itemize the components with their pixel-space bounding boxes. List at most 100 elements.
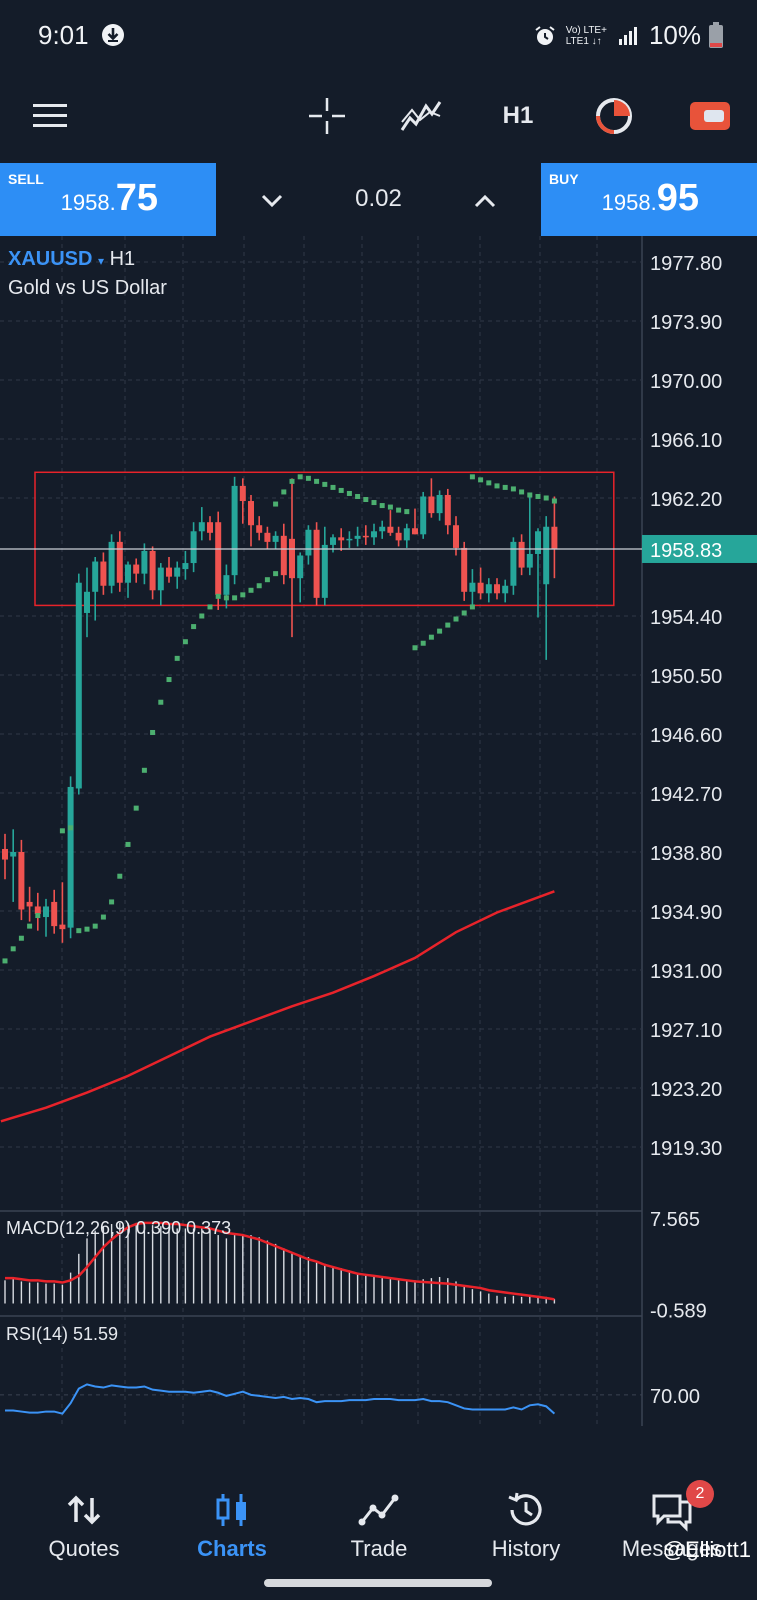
psar-dot [125,841,131,847]
candle-body [100,561,107,586]
network-indicator: Vo) LTE+ LTE1 ↓↑ [565,24,607,47]
price-chart[interactable]: 1977.80 1973.90 1970.00 1966.10 1962.20 1954.… [0,236,757,1426]
price-tick-label: 1954.40 [650,607,722,629]
symbol-timeframe: H1 [109,248,136,270]
psar-dot [404,509,410,515]
price-tick-label: 1973.90 [650,312,722,334]
nav-quotes[interactable]: Quotes [10,1470,158,1580]
candle-body [198,522,205,532]
candle-body [321,544,328,598]
symbol-description: Gold vs US Dollar [8,277,167,299]
crosshair-button[interactable] [301,90,353,142]
lot-decrease-button[interactable] [252,181,292,221]
lot-size-value[interactable]: 0.02 [355,185,402,212]
candle-body [551,526,558,549]
nav-charts[interactable]: Charts [158,1470,306,1580]
psar-dot [18,935,24,941]
candle-body [485,584,492,594]
psar-dot [158,699,164,705]
account-toggle-button[interactable] [684,90,736,142]
psar-dot [133,805,139,811]
sell-button[interactable]: SELL 1958.75 [0,163,216,236]
lot-increase-button[interactable] [465,181,505,221]
home-indicator[interactable] [264,1579,492,1587]
candle-body [461,547,468,592]
nav-trade[interactable]: Trade [305,1470,453,1580]
psar-dot [84,926,90,932]
price-tick-label: 1923.20 [650,1079,722,1101]
price-tick-label: 1962.20 [650,489,722,511]
history-icon [508,1492,542,1526]
psar-dot [207,604,213,610]
candle-body [338,537,345,541]
candle-body [75,582,82,789]
candle-body [280,535,287,576]
buy-button[interactable]: BUY 1958.95 [541,163,757,236]
psar-dot [346,490,352,496]
psar-dot [240,592,246,598]
timeframe-button[interactable]: H1 [502,102,534,129]
watermark: @Elliott1 [662,1537,751,1562]
candle-body [34,906,41,915]
candle-body [379,526,386,532]
psar-dot [223,595,229,601]
candle-body [477,582,484,594]
symbol-header[interactable]: XAUUSD ▾ H1 [8,248,135,271]
psar-dot [535,493,541,499]
nav-history[interactable]: History [452,1470,600,1580]
trade-icon [358,1494,399,1526]
psar-dot [199,613,205,619]
status-right: Vo) LTE+ LTE1 ↓↑ 10% [534,20,701,51]
candle-body [297,555,304,579]
psar-dot [27,923,33,929]
psar-dot [174,655,180,661]
psar-dot [273,501,279,507]
psar-dot [412,645,418,651]
candle-body [420,496,427,535]
buy-price: 1958.95 [601,177,699,219]
status-bar: 9:01 Vo) LTE+ LTE1 ↓↑ 10% [0,0,757,72]
symbol-name: XAUUSD [8,248,93,270]
menu-button[interactable] [24,90,76,142]
psar-dot [387,504,393,510]
rsi-label: RSI(14) 51.59 [6,1324,119,1344]
candle-body [10,852,17,857]
price-tick-label: 1942.70 [650,784,722,806]
messages-badge: 2 [686,1480,714,1508]
candle-body [256,525,263,533]
candle-body [428,496,435,514]
battery-icon [709,22,723,48]
current-price-label: 1958.83 [650,540,722,562]
candle-body [67,786,74,928]
psar-dot [76,928,82,934]
price-tick-label: 1938.80 [650,843,722,865]
psar-dot [396,507,402,513]
nav-messages[interactable]: 2 Messages [598,1470,746,1580]
psar-dot [527,492,533,498]
candle-body [289,538,295,579]
psar-dot [461,610,467,616]
candle-body [395,532,402,541]
psar-dot [182,639,188,645]
chart-toolbar: H1 [0,72,757,162]
candle-body [108,541,115,586]
current-price-tag [642,534,757,563]
psar-dot [437,628,443,634]
toggle-icon [690,102,730,130]
lot-size-selector: 0.02 [216,163,541,236]
candle-body [362,535,369,538]
clock-button[interactable] [588,90,640,142]
candle-body [313,529,320,598]
candle-body [502,585,509,594]
candle-body [223,575,230,595]
clock-icon [596,98,632,134]
psar-dot [469,474,475,480]
candle-body [174,567,181,577]
price-tick-label: 1970.00 [650,371,722,393]
psar-dot [371,500,377,506]
indicators-button[interactable] [395,90,447,142]
one-click-trade-bar: SELL 1958.75 0.02 BUY 1958.95 [0,163,757,236]
indicators-icon [400,101,442,131]
macd-scale-max: 7.565 [650,1209,700,1231]
psar-dot [100,914,106,920]
